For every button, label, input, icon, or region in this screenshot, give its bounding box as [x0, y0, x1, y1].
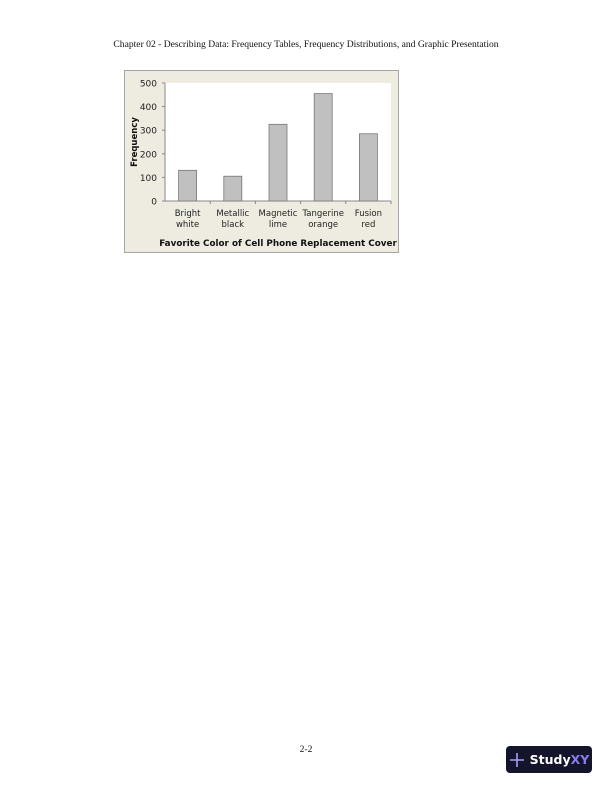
logo-text: Study [529, 752, 571, 767]
x-tick-label: orange [308, 220, 338, 230]
bar-fusion-red [358, 133, 378, 202]
y-tick-label: 100 [140, 174, 157, 184]
x-tick-label: Fusion [355, 209, 382, 219]
bar-bright-white [178, 169, 197, 202]
studyxy-logo: StudyXY [506, 746, 592, 773]
x-tick-label: Tangerine [301, 209, 343, 219]
x-tick-label: red [361, 220, 375, 230]
bar-metallic-black [223, 175, 243, 202]
bar-chart: 0 100 200 300 400 500 Bright white Metallic black… [124, 70, 399, 253]
plus-icon [509, 752, 524, 767]
y-tick-label: 0 [151, 198, 157, 208]
x-tick-label: Metallic [216, 209, 249, 219]
y-tick-label: 400 [140, 103, 157, 113]
x-tick-label: Bright [175, 209, 201, 219]
x-tick-label: black [222, 220, 245, 230]
x-tick-label: white [176, 220, 199, 230]
bar-magnetic-lime [268, 123, 288, 202]
y-tick-label: 200 [140, 150, 157, 160]
page-header: Chapter 02 - Describing Data: Frequency … [113, 39, 499, 50]
y-tick-label: 300 [140, 127, 157, 137]
y-axis-title: Frequency [130, 117, 140, 167]
y-tick-label: 500 [140, 80, 157, 90]
x-tick-label: lime [269, 220, 287, 230]
logo-text-accent: XY [570, 752, 590, 767]
page-number: 2-2 [299, 744, 313, 755]
bar-tangerine-orange [313, 93, 333, 202]
x-tick-label: Magnetic [259, 209, 298, 219]
x-axis-title: Favorite Color of Cell Phone Replacement… [159, 239, 397, 249]
